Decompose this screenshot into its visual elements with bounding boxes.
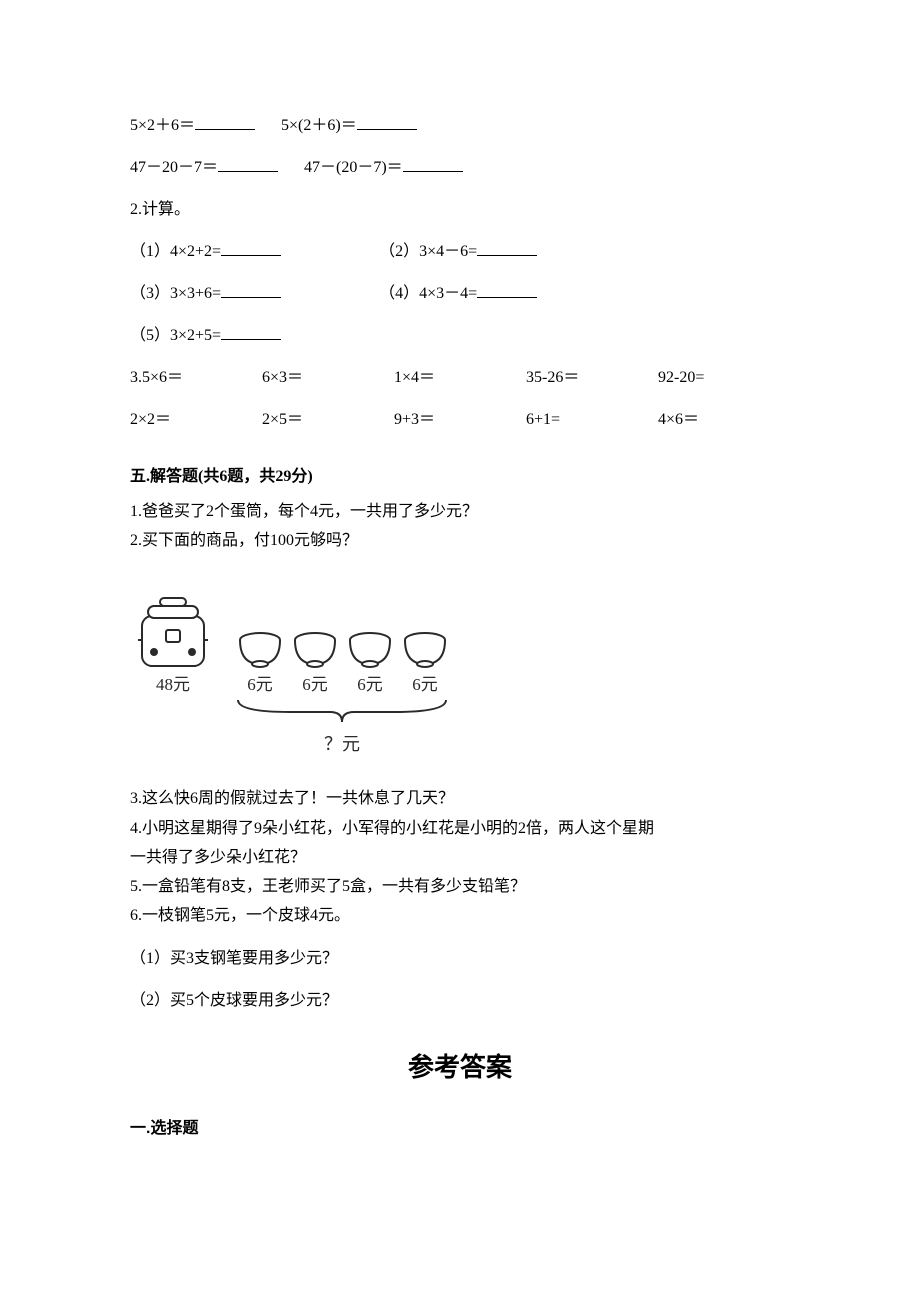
bowl-icon [240, 633, 280, 667]
q2-item-3: （3）3×3+6= [130, 285, 221, 302]
blank [403, 155, 463, 172]
calc-cell: 2×5＝ [262, 404, 394, 436]
q3-row2: 2×2＝ 2×5＝ 9+3＝ 6+1= 4×6＝ [130, 404, 790, 436]
blank [195, 113, 255, 130]
q2-row3: （5）3×2+5= [130, 320, 790, 352]
blank [477, 239, 537, 256]
q3-row1: 3.5×6＝ 6×3＝ 1×4＝ 35-26＝ 92-20= [130, 362, 790, 394]
s5-q2: 2.买下面的商品，付100元够吗？ [130, 527, 790, 554]
calc-cell: 9+3＝ [394, 404, 526, 436]
price-bowl: 6元 [412, 675, 438, 694]
price-bowl: 6元 [357, 675, 383, 694]
q2-title: 2.计算。 [130, 194, 790, 226]
calc-cell: 4×6＝ [658, 404, 790, 436]
blank [218, 155, 278, 172]
products-svg: 48元 6元 6元 6元 6元 ？元 [130, 582, 490, 762]
s5-q4a: 4.小明这星期得了9朵小红花，小军得的小红花是小明的2倍，两人这个星期 [130, 815, 790, 842]
bowl-icon [350, 633, 390, 667]
answers-sec1: 一.选择题 [130, 1114, 790, 1138]
blank [221, 323, 281, 340]
s5-q1: 1.爸爸买了2个蛋筒，每个4元，一共用了多少元？ [130, 498, 790, 525]
q2-item-4: （4）4×3－4= [379, 285, 477, 302]
price-bowl: 6元 [302, 675, 328, 694]
figure-question: ？元 [324, 734, 360, 754]
page-root: 5×2＋6＝ 5×(2＋6)＝ 47－20－7＝ 47－(20－7)＝ 2.计算… [0, 0, 920, 1302]
calc-cell: 2×2＝ [130, 404, 262, 436]
calc-cell: 92-20= [658, 362, 790, 394]
q2-row2: （3）3×3+6= （4）4×3－4= [130, 278, 790, 310]
rice-cooker-icon [138, 598, 208, 666]
eq-2b: 47－(20－7)＝ [304, 159, 403, 176]
calc-cell: 3.5×6＝ [130, 362, 262, 394]
curly-bracket-icon [238, 700, 446, 722]
calc-cell: 35-26＝ [526, 362, 658, 394]
eq-2a: 47－20－7＝ [130, 159, 218, 176]
equation-row-1: 5×2＋6＝ 5×(2＋6)＝ [130, 110, 790, 142]
price-cooker: 48元 [156, 675, 190, 694]
eq-1b: 5×(2＋6)＝ [281, 117, 357, 134]
calc-cell: 6×3＝ [262, 362, 394, 394]
s5-q6: 6.一枝钢笔5元，一个皮球4元。 [130, 902, 790, 929]
q2-item-2: （2）3×4－6= [379, 243, 477, 260]
q2-item-1: （1）4×2+2= [130, 243, 221, 260]
blank [477, 281, 537, 298]
bowl-icon [295, 633, 335, 667]
equation-row-2: 47－20－7＝ 47－(20－7)＝ [130, 152, 790, 184]
answers-title: 参考答案 [130, 1047, 790, 1084]
calc-cell: 6+1= [526, 404, 658, 436]
blank [221, 281, 281, 298]
s5-q4b: 一共得了多少朵小红花？ [130, 844, 790, 871]
s5-q6-1: （1）买3支钢笔要用多少元？ [130, 943, 790, 975]
price-bowl: 6元 [247, 675, 273, 694]
blank [221, 239, 281, 256]
product-figure: 48元 6元 6元 6元 6元 ？元 [130, 582, 790, 767]
q2-item-5: （5）3×2+5= [130, 327, 221, 344]
s5-q6-2: （2）买5个皮球要用多少元？ [130, 985, 790, 1017]
calc-cell: 1×4＝ [394, 362, 526, 394]
q2-row1: （1）4×2+2= （2）3×4－6= [130, 236, 790, 268]
s5-q5: 5.一盒铅笔有8支，王老师买了5盒，一共有多少支铅笔？ [130, 873, 790, 900]
bowl-icon [405, 633, 445, 667]
eq-1a: 5×2＋6＝ [130, 117, 195, 134]
blank [357, 113, 417, 130]
section5-head: 五.解答题(共6题，共29分) [130, 462, 790, 486]
s5-q3: 3.这么快6周的假就过去了！一共休息了几天？ [130, 785, 790, 812]
